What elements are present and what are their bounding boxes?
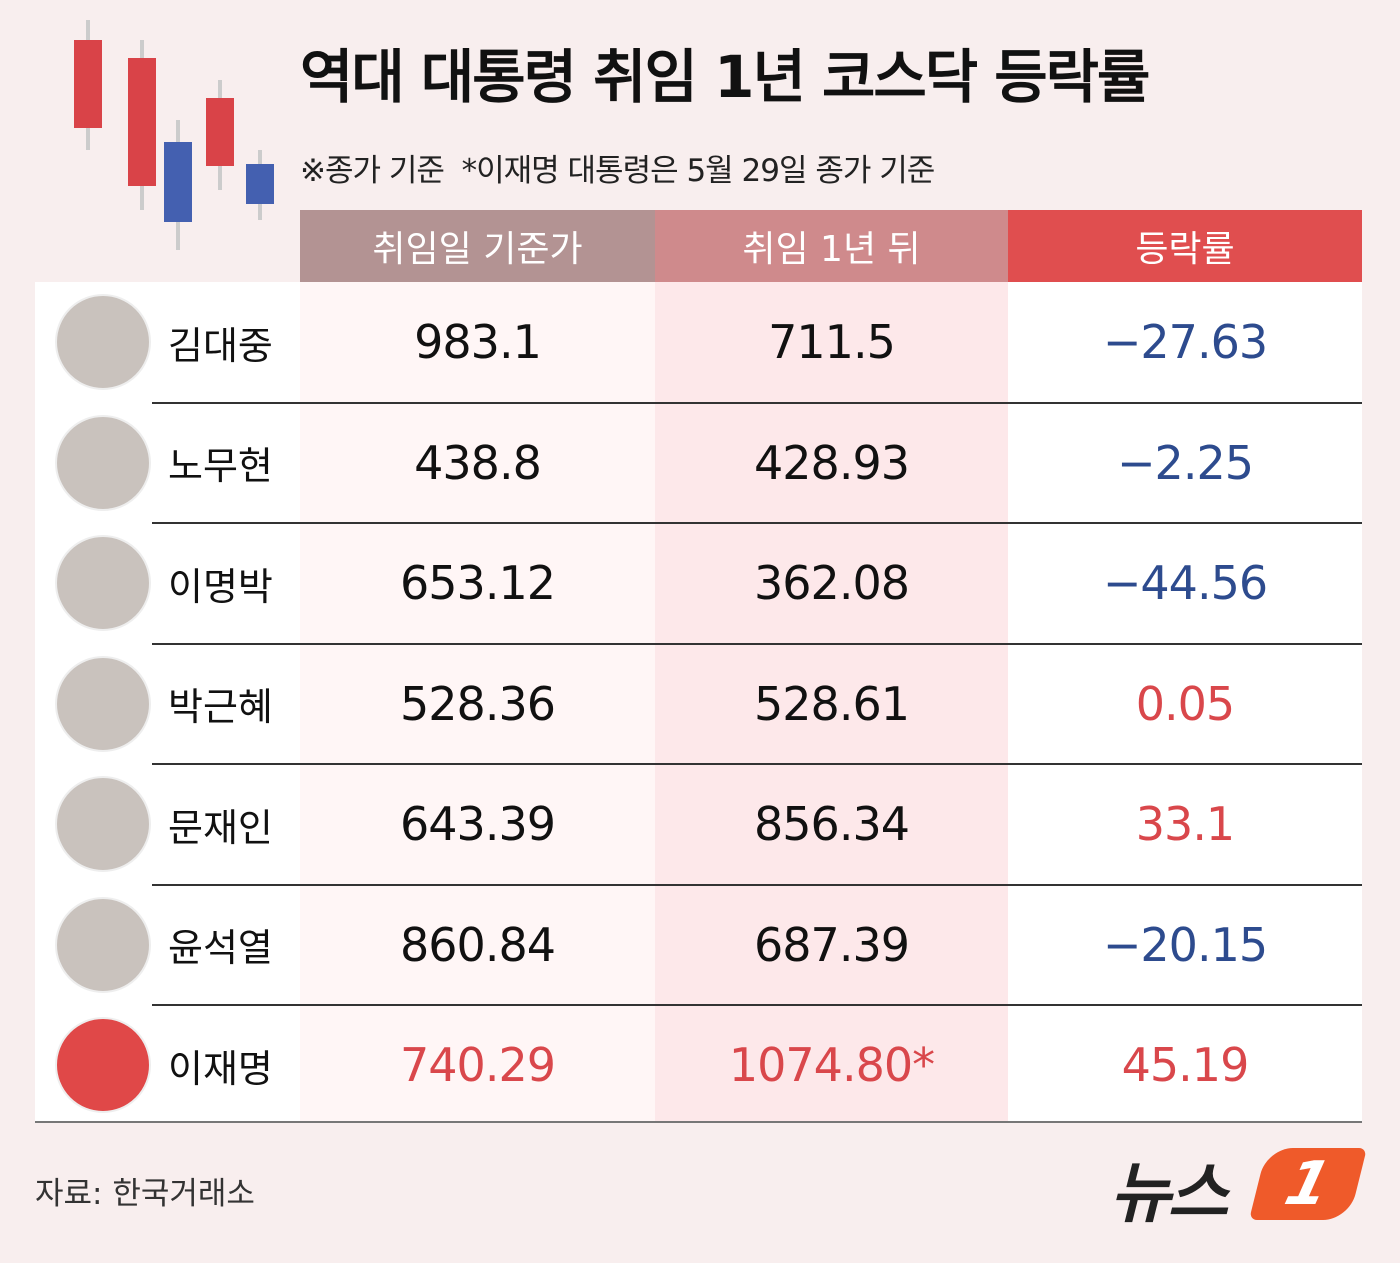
table-bottom-rule (35, 1121, 1362, 1123)
president-name: 이재명 (168, 1046, 273, 1091)
value-cell: 687.39 (754, 917, 910, 972)
value-cell: 653.12 (400, 556, 556, 611)
value-cell: 740.29 (400, 1038, 556, 1093)
source: 자료: 한국거래소 (35, 1176, 255, 1212)
column-bg (300, 282, 655, 1122)
change-cell: 45.19 (1121, 1038, 1250, 1093)
column-header: 취임일 기준가 (300, 210, 655, 282)
change-cell: −27.63 (1102, 315, 1268, 370)
title: 역대 대통령 취임 1년 코스닥 등락률 (300, 43, 1150, 111)
portrait (55, 655, 151, 752)
value-cell: 711.5 (768, 315, 896, 370)
column-bg (655, 282, 1008, 1122)
change-cell: −20.15 (1102, 917, 1268, 972)
change-cell: −2.25 (1117, 435, 1254, 490)
logo-text: 뉴스 (1110, 1155, 1228, 1232)
value-cell: 362.08 (754, 556, 910, 611)
value-cell: 856.34 (754, 797, 910, 852)
president-name: 박근혜 (168, 685, 273, 730)
row-rule (152, 763, 1362, 765)
portrait (55, 776, 151, 872)
column-header: 등락률 (1008, 210, 1362, 282)
row-rule (152, 883, 1362, 886)
candle-icon (74, 20, 274, 250)
row-rule (152, 522, 1362, 524)
president-name: 김대중 (168, 323, 273, 368)
value-cell: 643.39 (400, 797, 556, 852)
value-cell: 438.8 (414, 435, 542, 490)
value-cell: 860.84 (400, 917, 556, 972)
change-cell: −44.56 (1102, 556, 1268, 611)
portrait (55, 1017, 151, 1113)
value-cell: 528.36 (400, 676, 556, 731)
value-cell: 428.93 (754, 435, 910, 490)
portrait (55, 414, 151, 511)
value-cell: 1074.80* (728, 1038, 935, 1093)
portrait (55, 896, 151, 993)
change-cell: 33.1 (1135, 797, 1235, 852)
value-cell: 528.61 (754, 676, 910, 731)
president-name: 문재인 (168, 805, 273, 850)
president-name: 윤석열 (168, 926, 273, 971)
change-cell: 0.05 (1135, 676, 1235, 731)
subtitle: ※종가 기준 *이재명 대통령은 5월 29일 종가 기준 (300, 153, 935, 189)
row-rule (152, 401, 1362, 404)
portrait (55, 535, 151, 631)
portrait (55, 294, 151, 390)
logo-number: 1 (1249, 1148, 1367, 1220)
column-bg (1008, 282, 1362, 1122)
president-name: 노무현 (168, 444, 273, 489)
value-cell: 983.1 (414, 315, 542, 370)
row-rule (152, 642, 1362, 645)
row-rule (152, 1004, 1362, 1006)
president-name: 이명박 (168, 564, 273, 609)
column-header: 취임 1년 뒤 (655, 210, 1008, 282)
